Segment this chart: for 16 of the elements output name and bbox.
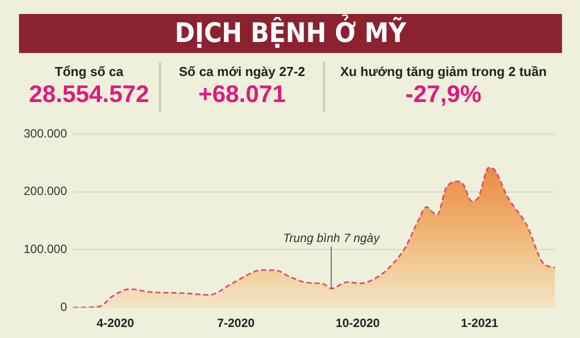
x-tick-label: 1-2021 (460, 316, 499, 330)
text: Tổng số ca (54, 64, 124, 79)
text: 28.554.572 (28, 81, 150, 109)
y-tick-label: 0 (60, 300, 68, 314)
annotation: Trung bình 7 ngày (282, 230, 380, 245)
x-tick-label: 10-2020 (336, 316, 380, 330)
y-tick-label: 100.000 (24, 242, 68, 256)
text: Xu hướng tăng giảm trong 2 tuần (339, 64, 548, 79)
x-tick-label: 4-2020 (96, 316, 134, 330)
x-tick-label: 7-2020 (217, 316, 255, 330)
y-tick-label: 200.000 (24, 184, 68, 198)
text: -27,9% (404, 81, 482, 109)
chart-title: DỊCH BỆNH Ở MỸ (19, 14, 562, 53)
text: +68.071 (197, 81, 287, 109)
text: Số ca mới ngày 27-2 (178, 64, 306, 79)
y-tick-label: 300.000 (24, 126, 68, 140)
